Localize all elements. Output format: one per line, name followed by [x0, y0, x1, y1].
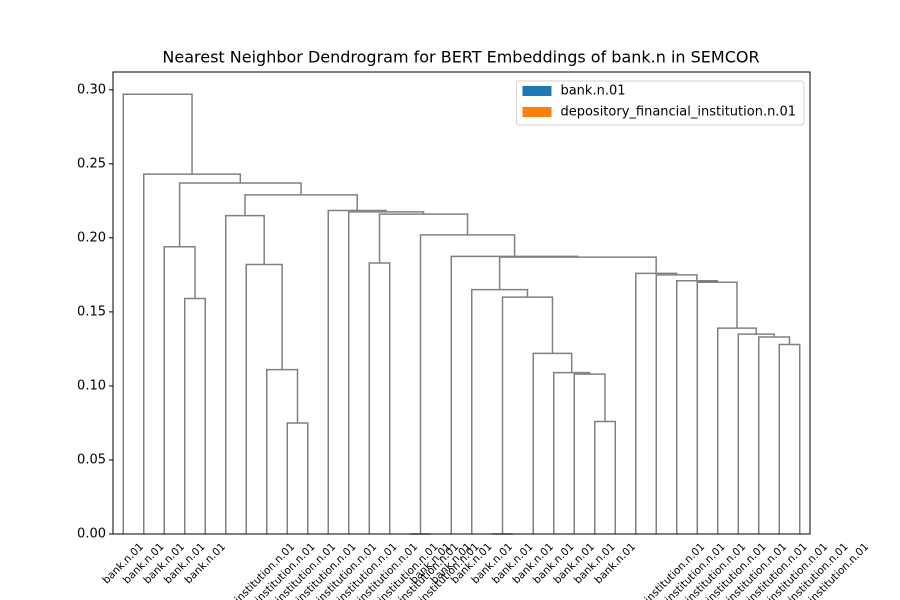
dendrogram-link — [553, 371, 591, 534]
dendrogram-link — [501, 296, 554, 534]
dendrogram-link — [348, 211, 425, 534]
dendrogram-link — [378, 213, 469, 264]
y-tick-label: 0.15 — [77, 304, 106, 319]
dendrogram-link — [450, 255, 579, 534]
y-tick-label: 0.20 — [77, 230, 106, 245]
chart-title: Nearest Neighbor Dendrogram for BERT Emb… — [162, 48, 759, 67]
dendrogram-link — [419, 234, 516, 534]
dendrogram-link — [737, 333, 775, 534]
dendrogram-link — [635, 272, 678, 534]
y-tick-label: 0.05 — [77, 452, 106, 467]
dendrogram-link — [594, 420, 616, 534]
plot-frame — [112, 71, 811, 535]
dendrogram-link — [286, 422, 309, 534]
dendrogram-link — [778, 343, 801, 534]
dendrogram-link — [244, 194, 358, 216]
dendrogram-link — [532, 352, 573, 534]
y-tick-label: 0.30 — [77, 82, 106, 97]
dendrogram-link — [184, 297, 206, 534]
dendrogram-link — [368, 262, 391, 534]
dendrogram-link — [178, 182, 302, 247]
dendrogram-link — [225, 214, 265, 534]
y-tick-label: 0.10 — [77, 378, 106, 393]
dendrogram-link — [498, 256, 657, 290]
legend-label: depository_financial_institution.n.01 — [560, 105, 796, 120]
dendrogram-link — [758, 336, 791, 534]
dendrogram-link — [327, 209, 387, 534]
legend-box — [515, 80, 805, 126]
y-tick-label: 0.00 — [77, 527, 106, 542]
legend-swatch — [522, 107, 552, 117]
dendrogram-link — [471, 288, 529, 534]
legend-label: bank.n.01 — [560, 84, 625, 99]
legend-swatch — [522, 86, 552, 96]
dendrogram-link — [717, 327, 757, 534]
dendrogram-link — [573, 373, 606, 534]
dendrogram-link — [245, 263, 283, 534]
dendrogram-link — [122, 93, 193, 534]
legend: bank.n.01 depository_financial_institutio… — [515, 80, 805, 126]
y-tick-label: 0.25 — [77, 156, 106, 171]
dendrogram-link — [266, 368, 299, 534]
dendrogram-link — [163, 245, 196, 534]
